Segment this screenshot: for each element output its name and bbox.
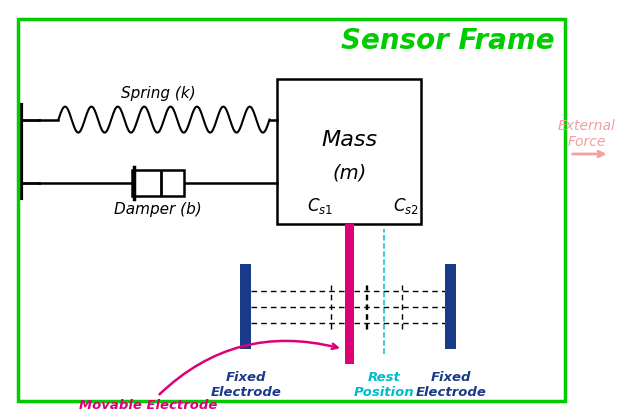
Text: Damper (b): Damper (b) [114,202,202,217]
Text: Fixed
Electrode: Fixed Electrode [415,371,486,399]
Bar [445,264,457,349]
Text: External
Force: External Force [558,119,616,149]
Text: Spring (k): Spring (k) [121,85,195,101]
Text: (m): (m) [332,164,366,183]
Text: $C_{s2}$: $C_{s2}$ [393,196,419,216]
Text: Movable Electrode: Movable Electrode [79,341,338,412]
Bar [345,224,354,364]
Text: Sensor Frame: Sensor Frame [341,27,555,55]
Text: Fixed
Electrode: Fixed Electrode [210,371,281,399]
Bar [240,264,251,349]
Bar [18,19,565,401]
Bar [132,171,184,197]
Text: $C_{s1}$: $C_{s1}$ [307,196,333,216]
Text: Rest
Position: Rest Position [354,371,414,399]
Bar [277,79,421,224]
Text: Mass: Mass [321,130,378,150]
